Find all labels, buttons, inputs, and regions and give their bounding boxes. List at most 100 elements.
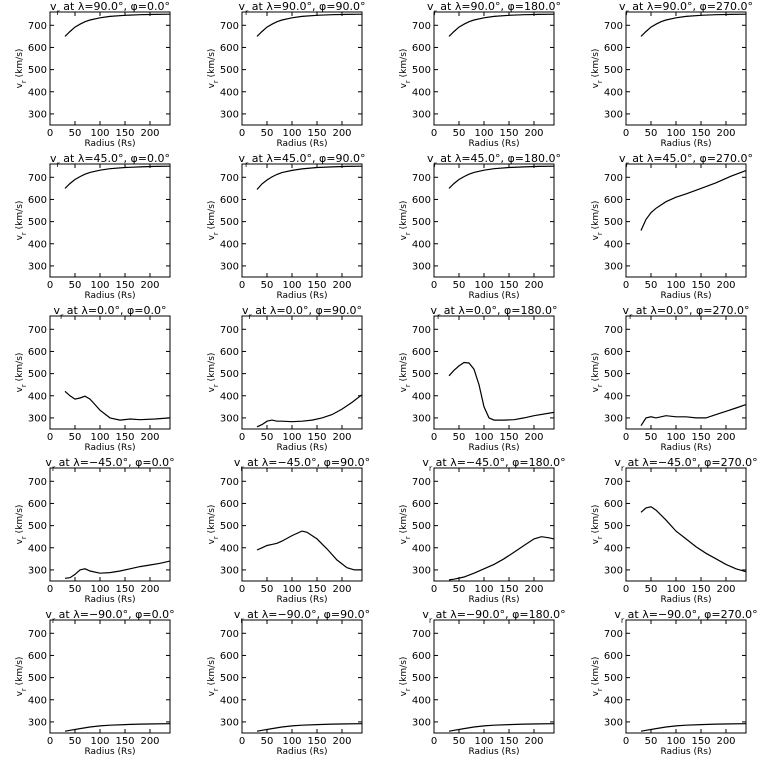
y-tick-label: 700 — [28, 477, 47, 488]
x-tick-label: 0 — [623, 432, 629, 443]
x-axis-label: Radius (Rs) — [84, 595, 135, 605]
x-tick-label: 0 — [623, 736, 629, 747]
x-tick-label: 0 — [623, 584, 629, 595]
chart-title: vr at λ=−45.0°, φ=180.0° — [422, 456, 565, 473]
y-tick-label: 400 — [28, 391, 47, 402]
y-tick-label: 500 — [220, 65, 239, 76]
y-axis-label: vr (km/s) — [15, 657, 28, 697]
x-tick-label: 150 — [115, 736, 134, 747]
chart-panel: vr at λ=0.0°, φ=0.0°0 50 100 150 20030040050… — [15, 304, 171, 453]
series-line — [256, 394, 363, 428]
y-tick-label: 600 — [604, 499, 623, 510]
x-tick-label: 50 — [69, 128, 82, 139]
x-tick-label: 100 — [474, 432, 493, 443]
y-tick-label: 300 — [412, 565, 431, 576]
y-tick-label: 300 — [604, 261, 623, 272]
x-tick-label: 150 — [115, 432, 134, 443]
y-tick-label: 300 — [28, 413, 47, 424]
x-tick-label: 150 — [691, 128, 710, 139]
y-axis-label: vr (km/s) — [207, 657, 220, 697]
x-tick-label: 0 — [431, 280, 437, 291]
plot-frame — [241, 467, 363, 582]
x-tick-label: 0 — [47, 280, 53, 291]
x-tick-label: 150 — [307, 432, 326, 443]
y-tick-label: 300 — [412, 109, 431, 120]
x-tick-label: 150 — [691, 584, 710, 595]
series-line — [64, 723, 171, 732]
x-tick-label: 50 — [645, 432, 658, 443]
chart-panel: vr at λ=90.0°, φ=270.0°0 50 100 150 20030040… — [591, 0, 753, 149]
y-tick-label: 700 — [28, 173, 47, 184]
x-tick-label: 50 — [261, 128, 274, 139]
y-axis-label: vr (km/s) — [15, 201, 28, 241]
y-axis-label: vr (km/s) — [399, 353, 412, 393]
x-axis-label: Radius (Rs) — [276, 139, 327, 149]
y-axis-label: vr (km/s) — [207, 505, 220, 545]
x-tick-label: 100 — [474, 584, 493, 595]
x-tick-label: 150 — [691, 736, 710, 747]
y-tick-label: 400 — [604, 391, 623, 402]
y-axis-label: vr (km/s) — [399, 657, 412, 697]
x-tick-label: 0 — [431, 128, 437, 139]
x-tick-label: 0 — [47, 736, 53, 747]
x-tick-label: 50 — [453, 736, 466, 747]
series-line — [64, 13, 171, 37]
x-axis-label: Radius (Rs) — [468, 747, 519, 757]
y-tick-label: 700 — [220, 325, 239, 336]
plot-frame — [433, 619, 555, 734]
x-tick-label: 200 — [716, 128, 735, 139]
y-tick-label: 700 — [28, 21, 47, 32]
x-tick-label: 150 — [691, 432, 710, 443]
chart-title: vr at λ=−90.0°, φ=90.0° — [234, 608, 370, 625]
y-tick-label: 500 — [604, 673, 623, 684]
y-axis-label: vr (km/s) — [591, 353, 604, 393]
y-tick-label: 500 — [604, 521, 623, 532]
y-tick-label: 600 — [28, 43, 47, 54]
y-tick-label: 500 — [412, 65, 431, 76]
plot-frame — [433, 315, 555, 430]
y-axis-label: vr (km/s) — [15, 49, 28, 89]
y-tick-label: 500 — [220, 673, 239, 684]
y-tick-label: 600 — [28, 499, 47, 510]
x-tick-label: 100 — [666, 584, 685, 595]
x-tick-label: 0 — [47, 128, 53, 139]
x-tick-label: 0 — [239, 736, 245, 747]
x-tick-label: 150 — [115, 584, 134, 595]
series-line — [448, 361, 555, 421]
y-tick-label: 500 — [220, 369, 239, 380]
x-axis-label: Radius (Rs) — [84, 747, 135, 757]
y-tick-label: 600 — [604, 347, 623, 358]
y-tick-label: 300 — [604, 109, 623, 120]
x-tick-label: 50 — [261, 280, 274, 291]
y-tick-label: 400 — [220, 695, 239, 706]
x-tick-label: 0 — [623, 280, 629, 291]
x-tick-label: 150 — [499, 584, 518, 595]
x-tick-label: 200 — [332, 432, 351, 443]
y-tick-label: 600 — [220, 195, 239, 206]
y-axis-label: vr (km/s) — [207, 201, 220, 241]
x-tick-label: 50 — [69, 736, 82, 747]
y-tick-label: 500 — [220, 217, 239, 228]
chart-panel: vr at λ=45.0°, φ=270.0° 0 50 100 150 200 300 40… — [591, 152, 753, 301]
x-tick-label: 0 — [47, 584, 53, 595]
y-tick-label: 400 — [220, 543, 239, 554]
y-tick-label: 300 — [28, 565, 47, 576]
chart-title: vr at λ=−45.0°, φ=0.0° — [45, 456, 174, 473]
x-tick-label: 200 — [524, 280, 543, 291]
x-tick-label: 200 — [140, 584, 159, 595]
chart-panel: vr at λ=−90.0°, φ=270.0° 0 50 100 150 200 300 4… — [591, 608, 758, 757]
y-tick-label: 600 — [412, 499, 431, 510]
y-axis-label: vr (km/s) — [399, 49, 412, 89]
y-tick-label: 700 — [412, 477, 431, 488]
plot-frame — [625, 11, 747, 126]
x-tick-label: 100 — [474, 128, 493, 139]
chart-title: vr at λ=0.0°, φ=90.0° — [242, 304, 362, 321]
y-tick-label: 500 — [604, 65, 623, 76]
y-tick-label: 500 — [412, 521, 431, 532]
x-tick-label: 200 — [716, 280, 735, 291]
y-tick-label: 400 — [412, 391, 431, 402]
y-tick-label: 300 — [604, 565, 623, 576]
y-tick-label: 600 — [412, 347, 431, 358]
series-line — [64, 390, 171, 421]
